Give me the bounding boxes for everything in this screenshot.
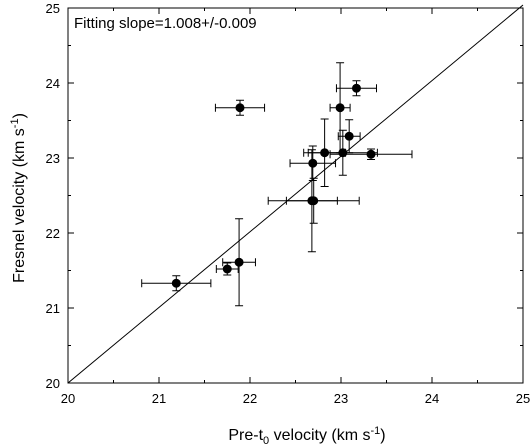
y-axis: 20 21 22 23 24 25 [46,1,523,391]
data-point [309,196,319,206]
y-tick-label: 25 [46,1,60,16]
y-tick-label: 21 [46,301,60,316]
data-point [351,83,361,93]
x-axis-label-end: ) [380,427,385,444]
x-tick-label: 25 [516,391,530,406]
data-point [320,148,330,158]
y-tick-label: 22 [46,226,60,241]
data-point [234,257,244,267]
annotation-text: Fitting slope=1.008+/-0.009 [74,15,257,32]
x-axis-label-unit: velocity (km s [269,427,370,444]
data-point [222,264,232,274]
data-point [171,278,181,288]
y-axis-label-prefix: Fresnel velocity (km s [11,128,28,283]
fit-line [67,4,524,384]
x-axis-label-superscript: -1 [371,425,381,437]
y-tick-label: 24 [46,76,60,91]
x-tick-label: 21 [152,391,166,406]
data-point [335,103,345,113]
x-axis-label: Pre-t0 velocity (km s-1) [228,425,385,447]
data-point [235,103,245,113]
y-axis-label-superscript: -1 [9,118,21,128]
data-point [338,148,348,158]
y-tick-label: 20 [46,376,60,391]
y-axis-label: Fresnel velocity (km s-1) [9,113,28,283]
x-tick-label: 20 [61,391,75,406]
x-axis-label-subscript: 0 [263,435,269,447]
x-axis-label-prefix: Pre-t [228,427,263,444]
x-axis: 20 21 22 23 24 25 [61,8,530,406]
data-point [344,131,354,141]
x-tick-label: 22 [243,391,257,406]
error-bars [141,62,413,307]
data-point [308,158,318,168]
y-tick-label: 23 [46,151,60,166]
x-tick-label: 24 [425,391,439,406]
y-axis-label-end: ) [11,113,28,118]
x-tick-label: 23 [334,391,348,406]
data-point [366,149,376,159]
fit-line-group [67,4,524,384]
data-points [171,83,376,288]
